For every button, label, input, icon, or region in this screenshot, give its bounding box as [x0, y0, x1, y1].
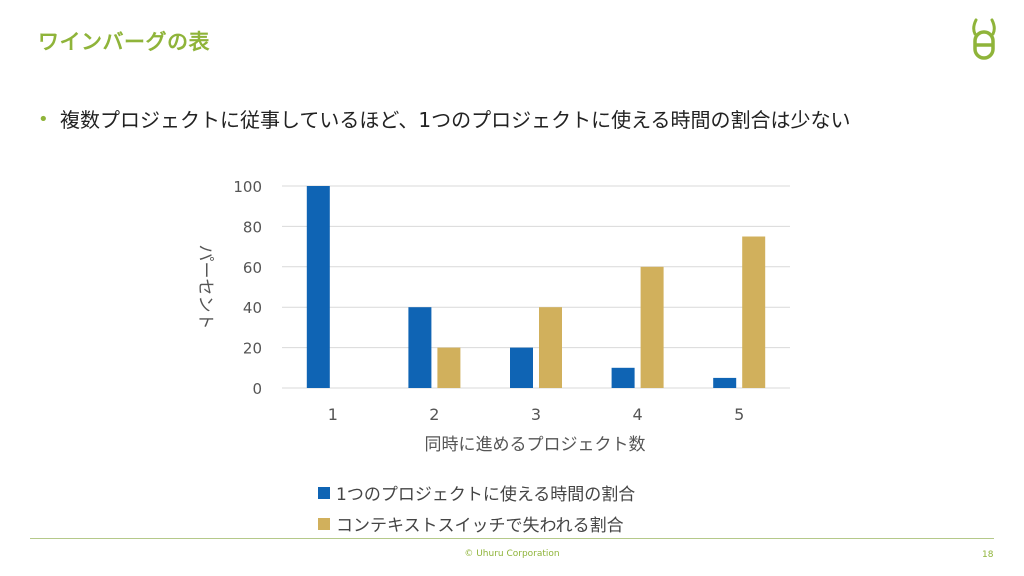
footer-divider — [30, 538, 994, 539]
bar-series-2-cat-2 — [437, 347, 461, 388]
bar-series-2-cat-3 — [539, 307, 562, 388]
y-axis-label: パーセント — [195, 245, 215, 330]
y-tick-label: 20 — [243, 340, 262, 358]
bullet-dot-icon: • — [38, 109, 49, 130]
uhuru-logo-icon — [972, 18, 996, 60]
y-tick-label: 80 — [243, 218, 262, 236]
bar-series-2-cat-5 — [742, 236, 766, 388]
y-tick-label: 0 — [252, 380, 262, 398]
x-tick-label: 4 — [633, 405, 643, 424]
legend-item-series-2: コンテキストスイッチで失われる割合 — [318, 511, 624, 536]
bar-series-1-cat-2 — [408, 307, 432, 388]
slide-title: ワインバーグの表 — [38, 30, 210, 54]
page-number: 18 — [982, 550, 994, 560]
bar-series-2-cat-4 — [640, 266, 664, 388]
legend-item-series-1: 1つのプロジェクトに使える時間の割合 — [318, 480, 635, 505]
bar-series-1-cat-3 — [510, 347, 533, 388]
legend-swatch — [318, 517, 330, 530]
x-tick-label: 2 — [429, 405, 439, 424]
x-tick-label: 1 — [328, 405, 338, 424]
bullet-text: 複数プロジェクトに従事しているほど、1つのプロジェクトに使える時間の割合は少ない — [60, 108, 851, 132]
x-tick-label: 5 — [734, 405, 744, 424]
y-tick-label: 40 — [243, 299, 262, 317]
x-axis-label: 同時に進めるプロジェクト数 — [425, 435, 646, 455]
legend-swatch — [318, 486, 330, 499]
bar-series-1-cat-5 — [713, 377, 737, 388]
legend-label: コンテキストスイッチで失われる割合 — [336, 516, 624, 536]
chart-y-ticks: 0 20 40 60 80 100 — [233, 178, 262, 398]
chart-bars — [306, 186, 766, 388]
footer-copyright: © Uhuru Corporation — [464, 549, 560, 559]
bar-series-1-cat-1 — [306, 186, 330, 388]
bar-series-1-cat-4 — [611, 367, 635, 388]
bullet-point: • 複数プロジェクトに従事しているほど、1つのプロジェクトに使える時間の割合は少… — [38, 106, 978, 134]
chart-gridlines — [282, 185, 790, 389]
legend-label: 1つのプロジェクトに使える時間の割合 — [336, 485, 636, 505]
x-tick-label: 3 — [531, 405, 541, 424]
y-tick-label: 60 — [243, 259, 262, 277]
y-tick-label: 100 — [233, 178, 262, 196]
chart-x-ticks: 1 2 3 4 5 — [328, 405, 745, 424]
